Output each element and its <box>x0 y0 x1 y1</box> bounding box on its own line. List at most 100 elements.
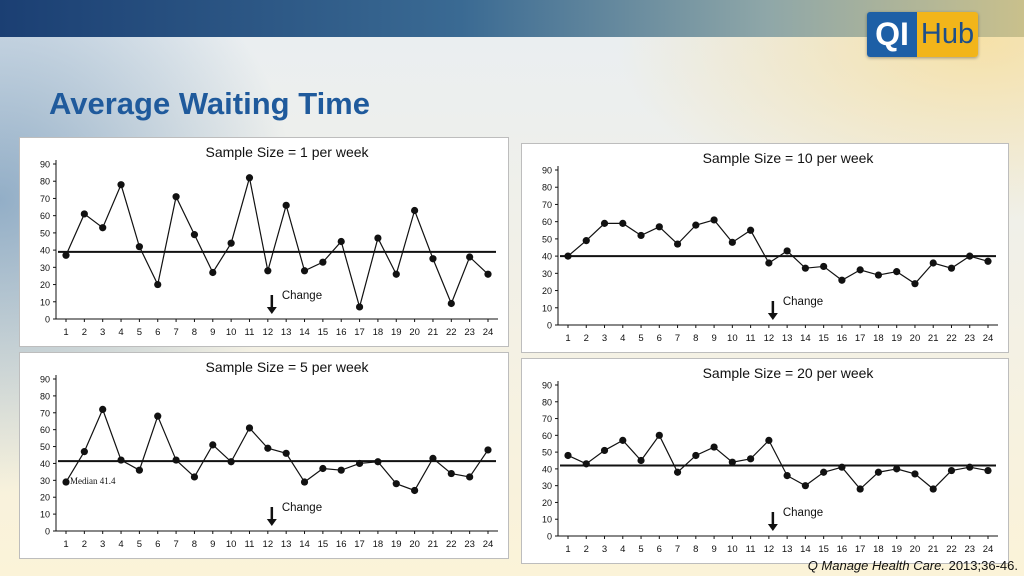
data-point <box>62 251 70 259</box>
x-tick-label: 3 <box>602 333 607 344</box>
y-tick-label: 70 <box>542 414 552 424</box>
y-tick-label: 70 <box>40 408 50 418</box>
data-point <box>355 459 364 468</box>
x-tick-label: 20 <box>910 333 921 344</box>
x-tick-label: 2 <box>584 544 589 555</box>
data-point <box>966 463 974 471</box>
data-point <box>728 458 736 466</box>
data-point <box>392 270 400 278</box>
data-point <box>447 469 455 478</box>
data-point <box>227 458 235 466</box>
x-tick-label: 21 <box>928 544 939 555</box>
x-tick-label: 9 <box>711 544 716 555</box>
y-tick-label: 80 <box>542 183 552 193</box>
x-tick-label: 7 <box>675 333 680 344</box>
data-point <box>411 206 419 215</box>
x-tick-label: 24 <box>483 539 494 550</box>
y-tick-label: 20 <box>40 280 50 290</box>
x-tick-label: 15 <box>818 544 829 555</box>
y-tick-label: 30 <box>40 263 50 273</box>
data-point <box>484 446 492 454</box>
data-point <box>783 472 791 480</box>
x-tick-label: 17 <box>855 333 866 344</box>
data-point <box>80 210 88 218</box>
x-tick-label: 7 <box>173 327 178 338</box>
x-tick-label: 12 <box>263 327 274 338</box>
data-point <box>190 231 199 239</box>
data-point <box>874 271 883 279</box>
x-tick-label: 9 <box>210 539 215 550</box>
change-annotation: Change <box>783 507 823 519</box>
series-line <box>65 177 489 310</box>
x-tick-label: 20 <box>409 539 420 550</box>
data-point <box>300 267 309 275</box>
data-point <box>411 486 419 495</box>
x-tick-label: 10 <box>727 333 738 344</box>
x-tick-label: 13 <box>281 539 292 550</box>
x-tick-label: 21 <box>928 333 939 344</box>
x-tick-label: 2 <box>82 539 87 550</box>
data-point <box>447 299 455 308</box>
x-tick-label: 6 <box>155 327 160 338</box>
x-tick-label: 24 <box>983 544 994 555</box>
data-point <box>820 468 828 476</box>
data-point <box>245 174 254 182</box>
data-point <box>692 451 700 460</box>
x-tick-label: 2 <box>82 327 87 338</box>
y-tick-label: 40 <box>542 252 552 262</box>
data-point <box>282 201 290 209</box>
data-point <box>765 436 773 444</box>
y-tick-label: 0 <box>547 532 552 542</box>
x-tick-label: 20 <box>910 544 921 555</box>
x-tick-label: 8 <box>693 544 698 555</box>
data-point <box>637 231 645 240</box>
y-tick-label: 90 <box>40 375 50 385</box>
x-tick-label: 11 <box>746 333 756 344</box>
data-point <box>319 464 327 473</box>
chart-10-per-week: Sample Size = 10 per week 0 10 20 30 40 50 60 70… <box>542 150 998 344</box>
data-point <box>154 280 162 289</box>
x-tick-label: 6 <box>657 544 662 555</box>
x-tick-label: 3 <box>100 539 105 550</box>
change-arrow-head <box>767 313 778 320</box>
data-point <box>673 468 682 476</box>
data-point <box>117 456 125 464</box>
y-tick-label: 60 <box>40 425 50 435</box>
series-line <box>65 407 489 492</box>
data-point <box>564 451 572 460</box>
x-tick-label: 11 <box>245 327 255 338</box>
x-tick-label: 23 <box>964 544 975 555</box>
data-point <box>135 466 143 474</box>
data-point <box>619 436 627 444</box>
y-tick-label: 10 <box>40 510 50 520</box>
y-tick-label: 90 <box>542 166 552 176</box>
x-tick-label: 15 <box>318 327 329 338</box>
data-point <box>710 216 718 224</box>
y-tick-label: 10 <box>40 297 50 307</box>
data-point <box>392 480 400 488</box>
x-tick-label: 16 <box>336 327 347 338</box>
data-point <box>264 267 272 275</box>
chart-title: Sample Size = 1 per week <box>205 144 369 160</box>
data-point <box>99 224 107 232</box>
data-point <box>99 405 107 413</box>
x-tick-label: 1 <box>63 539 68 550</box>
data-point <box>637 456 645 465</box>
change-annotation: Change <box>282 290 322 302</box>
data-point <box>484 270 492 278</box>
x-tick-label: 4 <box>620 333 625 344</box>
chart-title: Sample Size = 10 per week <box>703 150 875 166</box>
x-tick-label: 22 <box>446 327 457 338</box>
change-arrow-head <box>266 307 277 314</box>
data-point <box>582 460 590 468</box>
data-point <box>80 448 88 456</box>
slide-title: Average Waiting Time <box>49 86 370 121</box>
y-tick-label: 90 <box>40 160 50 170</box>
x-tick-label: 14 <box>800 333 811 344</box>
y-tick-label: 70 <box>542 200 552 210</box>
data-point <box>655 223 663 231</box>
data-point <box>466 253 474 261</box>
x-tick-label: 20 <box>409 327 420 338</box>
data-point <box>466 473 474 481</box>
data-point <box>600 446 609 455</box>
